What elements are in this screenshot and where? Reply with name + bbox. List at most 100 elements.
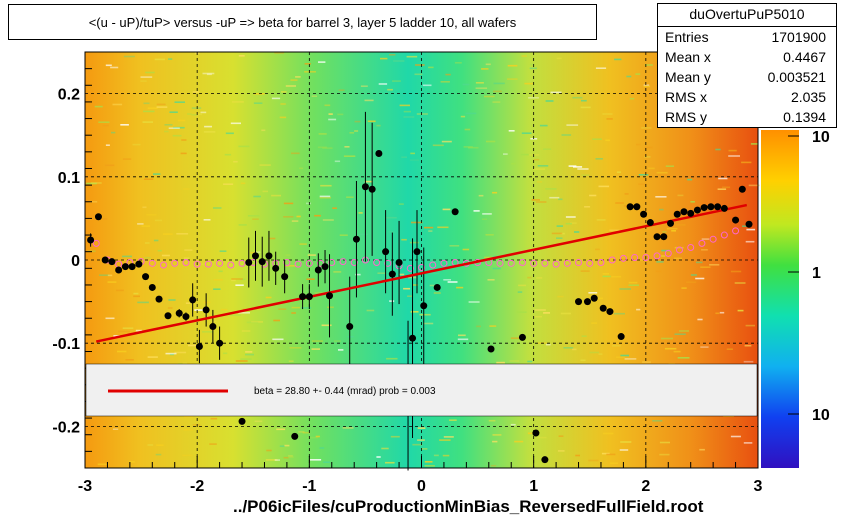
heatmap-cell bbox=[642, 361, 651, 363]
heatmap-cell bbox=[393, 60, 405, 62]
heatmap-cell bbox=[442, 208, 451, 211]
heatmap-cell bbox=[291, 220, 299, 222]
heatmap-cell bbox=[565, 222, 572, 225]
heatmap-cell bbox=[558, 435, 564, 437]
heatmap-cell bbox=[644, 238, 651, 241]
heatmap-cell bbox=[412, 443, 423, 446]
heatmap-cell bbox=[570, 222, 577, 224]
data-point bbox=[640, 210, 648, 218]
heatmap-cell bbox=[94, 105, 103, 108]
heatmap-cell bbox=[454, 62, 462, 64]
heatmap-cell bbox=[163, 233, 173, 235]
stats-title: duOvertuPuP5010 bbox=[658, 4, 836, 27]
heatmap-cell bbox=[349, 132, 355, 134]
heatmap-cell bbox=[662, 231, 667, 233]
heatmap-cell bbox=[233, 160, 238, 163]
color-scale-bar bbox=[761, 130, 799, 468]
data-point bbox=[646, 219, 654, 227]
heatmap-cell bbox=[201, 263, 206, 265]
heatmap-cell bbox=[288, 360, 294, 362]
data-point bbox=[413, 248, 421, 256]
heatmap-cell bbox=[485, 63, 491, 66]
heatmap-cell bbox=[545, 343, 551, 346]
heatmap-cell bbox=[105, 317, 115, 320]
heatmap-cell bbox=[157, 249, 162, 252]
heatmap-cell bbox=[432, 144, 444, 147]
heatmap-cell bbox=[117, 350, 127, 353]
heatmap-cell bbox=[443, 279, 451, 281]
heatmap-cell bbox=[168, 299, 176, 301]
heatmap-cell bbox=[281, 91, 287, 93]
heatmap-cell bbox=[223, 183, 234, 185]
heatmap-cell bbox=[268, 237, 276, 240]
heatmap-cell bbox=[561, 134, 572, 136]
heatmap-cell bbox=[204, 125, 212, 128]
heatmap-cell bbox=[144, 242, 150, 244]
heatmap-cell bbox=[354, 120, 361, 123]
heatmap-cell bbox=[206, 73, 212, 76]
heatmap-cell bbox=[209, 443, 217, 445]
heatmap-cell bbox=[490, 464, 497, 467]
x-tick-labels: -3 -2 -1 0 1 2 3 bbox=[78, 478, 763, 495]
heatmap-cell bbox=[414, 73, 423, 76]
heatmap-cell bbox=[715, 312, 720, 315]
heatmap-cell bbox=[588, 292, 598, 294]
data-point bbox=[382, 248, 390, 256]
heatmap-cell bbox=[399, 104, 410, 107]
heatmap-cell bbox=[288, 455, 293, 457]
heatmap-cell bbox=[503, 153, 508, 155]
heatmap-cell bbox=[536, 436, 547, 439]
heatmap-cell bbox=[328, 113, 333, 115]
data-point bbox=[738, 185, 746, 193]
profile-marker bbox=[631, 254, 639, 262]
heatmap-cell bbox=[271, 194, 281, 197]
heatmap-cell bbox=[556, 225, 563, 227]
heatmap-cell bbox=[122, 327, 134, 329]
data-point bbox=[321, 263, 329, 271]
data-point bbox=[272, 264, 280, 272]
heatmap-cell bbox=[296, 215, 301, 218]
heatmap-cell bbox=[246, 321, 259, 324]
heatmap-cell bbox=[125, 359, 134, 361]
heatmap-cell bbox=[386, 357, 398, 360]
heatmap-cell bbox=[743, 442, 753, 444]
heatmap-cell bbox=[107, 281, 117, 283]
heatmap-cell bbox=[238, 55, 245, 57]
heatmap-cell bbox=[137, 301, 149, 304]
profile-marker bbox=[148, 259, 156, 267]
heatmap-cell bbox=[311, 95, 318, 97]
heatmap-cell bbox=[319, 196, 331, 199]
heatmap-cell bbox=[595, 158, 603, 160]
profile-marker bbox=[384, 259, 392, 267]
heatmap-cell bbox=[636, 308, 641, 311]
stats-key: Mean y bbox=[665, 69, 711, 85]
heatmap-cell bbox=[200, 111, 207, 114]
heatmap-cell bbox=[289, 347, 302, 349]
heatmap-cell bbox=[265, 459, 278, 461]
heatmap-cell bbox=[310, 459, 322, 461]
heatmap-cell bbox=[188, 344, 198, 347]
heatmap-cell bbox=[143, 102, 150, 105]
profile-marker bbox=[586, 259, 594, 267]
heatmap-cell bbox=[401, 238, 407, 241]
heatmap-cell bbox=[458, 334, 466, 337]
heatmap-cell bbox=[652, 420, 663, 422]
heatmap-cell bbox=[262, 190, 268, 193]
heatmap-cell bbox=[333, 271, 342, 273]
heatmap-cell bbox=[589, 194, 597, 197]
profile-marker bbox=[642, 254, 650, 262]
heatmap-cell bbox=[115, 289, 124, 292]
data-point bbox=[700, 204, 708, 212]
heatmap-cell bbox=[717, 188, 727, 190]
heatmap-cell bbox=[728, 155, 740, 157]
data-point bbox=[326, 292, 334, 300]
heatmap-cell bbox=[318, 61, 326, 63]
profile-marker bbox=[238, 259, 246, 267]
heatmap-cell bbox=[285, 254, 291, 256]
heatmap-cell bbox=[476, 325, 481, 328]
heatmap-cell bbox=[381, 447, 389, 450]
heatmap-cell bbox=[638, 174, 649, 176]
heatmap-cell bbox=[537, 165, 549, 167]
heatmap-cell bbox=[144, 256, 151, 259]
heatmap-cell bbox=[568, 165, 577, 167]
